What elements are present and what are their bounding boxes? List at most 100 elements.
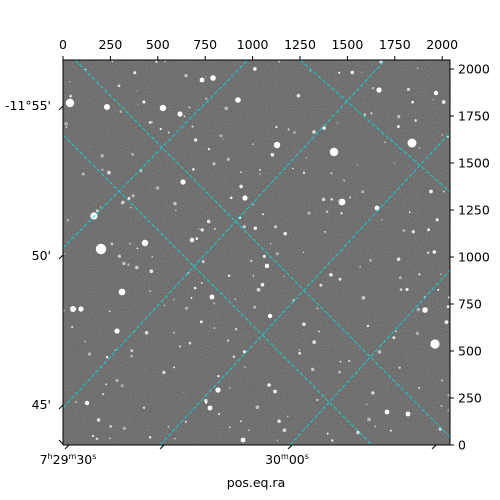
star bbox=[411, 100, 414, 104]
star bbox=[95, 437, 99, 441]
star bbox=[252, 274, 255, 277]
star bbox=[239, 184, 243, 189]
star bbox=[131, 152, 135, 156]
star bbox=[149, 269, 154, 274]
star bbox=[370, 112, 373, 115]
star bbox=[273, 141, 281, 149]
star bbox=[381, 219, 383, 221]
right-tick-label: 1250 bbox=[458, 203, 490, 218]
star bbox=[389, 429, 392, 432]
star bbox=[298, 351, 302, 355]
top-tick-label: 1500 bbox=[331, 37, 363, 52]
star bbox=[115, 379, 119, 383]
star bbox=[180, 179, 186, 185]
star bbox=[173, 298, 175, 301]
plot-frame bbox=[62, 59, 451, 446]
grid-line bbox=[74, 60, 450, 438]
star bbox=[141, 239, 149, 247]
star bbox=[264, 263, 270, 269]
star bbox=[102, 393, 105, 396]
ra-tick-label-1: 7h29m30s bbox=[40, 452, 97, 467]
star bbox=[298, 349, 301, 351]
star bbox=[311, 367, 315, 372]
star bbox=[240, 420, 243, 423]
star bbox=[418, 273, 421, 276]
star bbox=[414, 119, 417, 122]
star bbox=[296, 93, 301, 98]
right-tick-label: 1000 bbox=[458, 250, 490, 265]
star bbox=[122, 426, 127, 430]
star bbox=[340, 212, 343, 215]
top-tick-500: 500 bbox=[146, 37, 170, 60]
star bbox=[109, 437, 111, 440]
star bbox=[287, 415, 289, 418]
star bbox=[84, 400, 90, 406]
star bbox=[253, 67, 257, 71]
star bbox=[191, 125, 194, 128]
right-tick-0: 0 bbox=[450, 438, 466, 453]
star bbox=[348, 196, 352, 199]
star bbox=[148, 121, 151, 124]
star bbox=[192, 168, 195, 171]
star bbox=[78, 306, 84, 312]
star bbox=[188, 341, 192, 345]
right-tick-label: 2000 bbox=[458, 62, 490, 77]
grid-line bbox=[299, 60, 450, 193]
star bbox=[114, 349, 116, 352]
coordinate-grid bbox=[63, 60, 450, 445]
star bbox=[396, 125, 400, 129]
star bbox=[207, 147, 211, 151]
dec-tick-label: 45' bbox=[32, 397, 51, 412]
star bbox=[162, 370, 166, 375]
right-tick-2000: 2000 bbox=[450, 62, 490, 77]
star bbox=[64, 252, 66, 255]
star bbox=[384, 141, 386, 144]
star bbox=[282, 428, 287, 433]
star bbox=[145, 240, 147, 243]
star bbox=[217, 412, 221, 416]
star bbox=[204, 401, 208, 404]
star bbox=[260, 282, 265, 287]
star bbox=[188, 106, 191, 109]
star bbox=[127, 196, 131, 200]
star bbox=[65, 126, 68, 128]
star bbox=[307, 211, 311, 215]
right-tick-750: 750 bbox=[450, 297, 482, 312]
right-tick-1000: 1000 bbox=[450, 250, 490, 265]
star bbox=[367, 417, 371, 422]
star bbox=[142, 406, 146, 410]
star bbox=[81, 172, 85, 176]
star bbox=[408, 211, 411, 214]
star bbox=[201, 260, 205, 264]
dec-tick-label: -11°55' bbox=[5, 98, 51, 113]
star bbox=[234, 298, 237, 300]
star bbox=[262, 254, 266, 258]
star bbox=[338, 198, 346, 206]
star bbox=[142, 100, 146, 104]
star bbox=[252, 204, 255, 206]
star bbox=[316, 307, 319, 310]
star bbox=[417, 67, 419, 69]
top-tick-label: 1000 bbox=[237, 37, 269, 52]
star bbox=[283, 231, 287, 236]
grid-line bbox=[63, 134, 373, 445]
grid-line bbox=[63, 60, 249, 249]
star bbox=[359, 265, 362, 268]
star bbox=[376, 87, 382, 93]
star bbox=[163, 304, 166, 306]
star bbox=[190, 296, 193, 299]
star bbox=[426, 251, 430, 255]
star bbox=[242, 225, 246, 229]
star bbox=[213, 302, 216, 305]
star bbox=[278, 60, 281, 63]
star bbox=[435, 218, 439, 222]
star bbox=[193, 286, 197, 290]
star bbox=[65, 98, 75, 108]
grid-line bbox=[289, 269, 450, 445]
star bbox=[195, 237, 199, 241]
star bbox=[226, 157, 231, 162]
star bbox=[184, 306, 189, 310]
star bbox=[316, 399, 319, 401]
star-field bbox=[63, 60, 450, 443]
star bbox=[164, 60, 166, 63]
